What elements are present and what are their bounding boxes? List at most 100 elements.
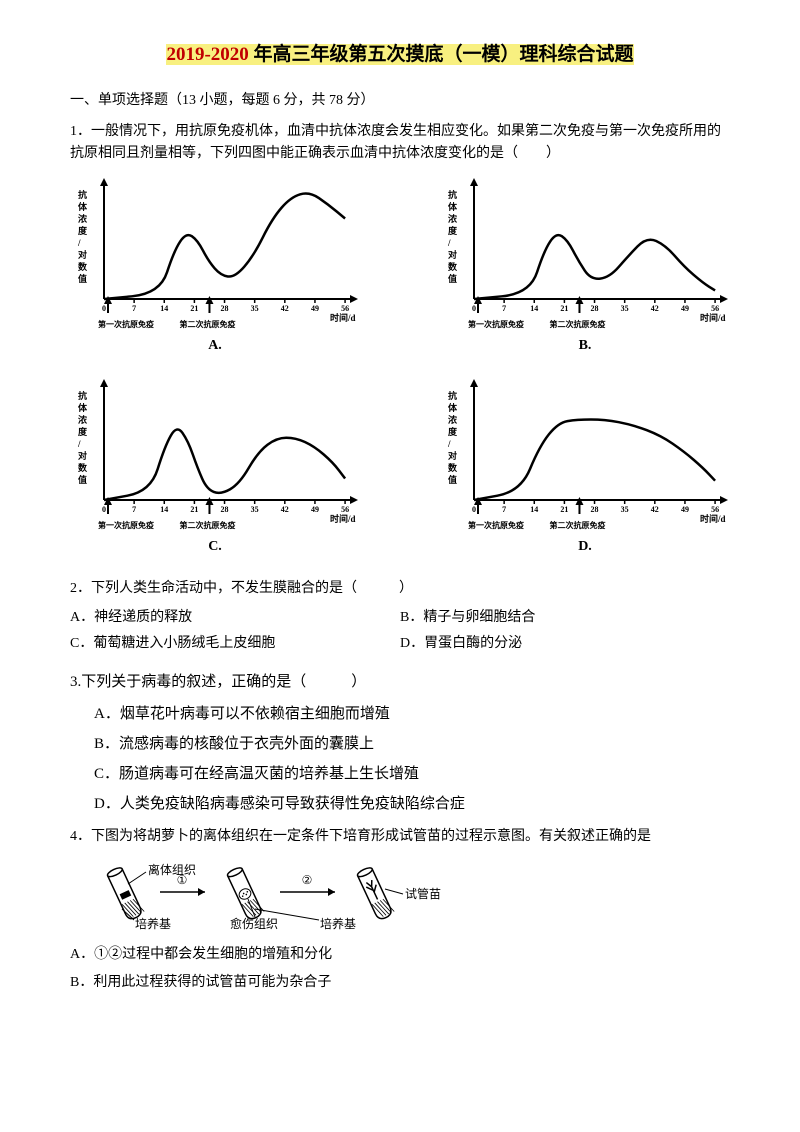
- svg-text:7: 7: [132, 304, 136, 313]
- svg-text:49: 49: [311, 304, 319, 313]
- svg-text:0: 0: [472, 505, 476, 514]
- svg-text:/: /: [447, 238, 451, 248]
- svg-text:培养基: 培养基: [320, 916, 356, 931]
- q4-options: A．①②过程中都会发生细胞的增殖和分化 B．利用此过程获得的试管苗可能为杂合子: [70, 944, 730, 995]
- svg-text:抗: 抗: [448, 189, 457, 200]
- svg-text:14: 14: [530, 505, 538, 514]
- q3-stem: 3.下列关于病毒的叙述，正确的是（ ）: [70, 670, 730, 694]
- q3-opt-B: B．流感病毒的核酸位于衣壳外面的囊膜上: [70, 732, 730, 756]
- svg-text:体: 体: [78, 201, 88, 212]
- svg-text:数: 数: [78, 261, 88, 272]
- svg-text:56: 56: [711, 304, 719, 313]
- svg-text:数: 数: [448, 261, 458, 272]
- svg-text:28: 28: [591, 505, 599, 514]
- svg-text:42: 42: [281, 505, 289, 514]
- svg-text:时间/d: 时间/d: [700, 513, 726, 524]
- svg-text:第二次抗原免疫: 第二次抗原免疫: [549, 520, 605, 530]
- question-1: 1．一般情况下，用抗原免疫机体，血清中抗体浓度会发生相应变化。如果第二次免疫与第…: [70, 121, 730, 559]
- svg-text:14: 14: [160, 505, 168, 514]
- svg-text:0: 0: [472, 304, 476, 313]
- q4-stem: 4．下图为将胡萝卜的离体组织在一定条件下培育形成试管苗的过程示意图。有关叙述正确…: [70, 826, 730, 848]
- svg-text:体: 体: [78, 402, 88, 413]
- q3-opt-A: A．烟草花叶病毒可以不依赖宿主细胞而增殖: [70, 702, 730, 726]
- section-header: 一、单项选择题（13 小题，每题 6 分，共 78 分）: [70, 90, 730, 112]
- svg-text:49: 49: [311, 505, 319, 514]
- q2-stem: 2．下列人类生命活动中，不发生膜融合的是（ ）: [70, 578, 730, 600]
- svg-text:抗: 抗: [78, 390, 87, 401]
- q2-opt-D: D．胃蛋白酶的分泌: [400, 633, 730, 655]
- svg-text:21: 21: [190, 304, 198, 313]
- svg-text:42: 42: [651, 304, 659, 313]
- svg-text:度: 度: [448, 426, 458, 437]
- svg-text:0: 0: [102, 505, 106, 514]
- chart-B-svg: 抗体浓度/对数值0714212835424956时间/d第一次抗原免疫第二次抗原…: [440, 176, 730, 331]
- question-4: 4．下图为将胡萝卜的离体组织在一定条件下培育形成试管苗的过程示意图。有关叙述正确…: [70, 826, 730, 995]
- svg-text:浓: 浓: [78, 213, 88, 224]
- svg-text:第二次抗原免疫: 第二次抗原免疫: [179, 319, 235, 329]
- chart-A-svg: 抗体浓度/对数值0714212835424956时间/d第一次抗原免疫第二次抗原…: [70, 176, 360, 331]
- svg-text:42: 42: [651, 505, 659, 514]
- q1-chart-C: 抗体浓度/对数值0714212835424956时间/d第一次抗原免疫第二次抗原…: [70, 377, 360, 558]
- q2-opt-B: B．精子与卵细胞结合: [400, 607, 730, 629]
- chart-D-label: D.: [440, 536, 730, 558]
- svg-text:56: 56: [341, 304, 349, 313]
- svg-text:浓: 浓: [448, 414, 458, 425]
- svg-text:时间/d: 时间/d: [330, 312, 356, 323]
- q2-options: A．神经递质的释放 B．精子与卵细胞结合 C．葡萄糖进入小肠绒毛上皮细胞 D．胃…: [70, 607, 730, 660]
- q4-opt-B: B．利用此过程获得的试管苗可能为杂合子: [70, 972, 730, 994]
- svg-text:/: /: [447, 439, 451, 449]
- svg-text:第一次抗原免疫: 第一次抗原免疫: [468, 520, 524, 530]
- svg-text:第一次抗原免疫: 第一次抗原免疫: [98, 319, 154, 329]
- svg-text:度: 度: [78, 426, 88, 437]
- svg-text:时间/d: 时间/d: [700, 312, 726, 323]
- title-year: 2019-2020: [166, 44, 253, 65]
- chart-C-svg: 抗体浓度/对数值0714212835424956时间/d第一次抗原免疫第二次抗原…: [70, 377, 360, 532]
- chart-C-label: C.: [70, 536, 360, 558]
- svg-text:体: 体: [448, 201, 458, 212]
- svg-text:值: 值: [78, 273, 87, 284]
- svg-text:值: 值: [78, 474, 87, 485]
- svg-text:培养基: 培养基: [135, 916, 171, 931]
- q4-diagram-svg: ①②离体组织培养基愈伤组织培养基试管苗: [70, 854, 450, 934]
- q1-charts-row-2: 抗体浓度/对数值0714212835424956时间/d第一次抗原免疫第二次抗原…: [70, 377, 730, 558]
- svg-text:对: 对: [448, 450, 457, 461]
- svg-text:第二次抗原免疫: 第二次抗原免疫: [549, 319, 605, 329]
- svg-text:抗: 抗: [448, 390, 457, 401]
- svg-text:49: 49: [681, 505, 689, 514]
- svg-text:21: 21: [560, 505, 568, 514]
- svg-text:数: 数: [78, 462, 88, 473]
- svg-text:21: 21: [190, 505, 198, 514]
- q1-chart-B: 抗体浓度/对数值0714212835424956时间/d第一次抗原免疫第二次抗原…: [440, 176, 730, 357]
- svg-text:/: /: [77, 238, 81, 248]
- chart-A-label: A.: [70, 335, 360, 357]
- svg-text:体: 体: [448, 402, 458, 413]
- svg-text:35: 35: [251, 304, 259, 313]
- svg-text:度: 度: [448, 225, 458, 236]
- q3-opt-D: D．人类免疫缺陷病毒感染可导致获得性免疫缺陷综合症: [70, 792, 730, 816]
- svg-text:对: 对: [448, 249, 457, 260]
- svg-text:35: 35: [251, 505, 259, 514]
- svg-text:值: 值: [448, 474, 457, 485]
- svg-text:28: 28: [221, 505, 229, 514]
- svg-text:28: 28: [221, 304, 229, 313]
- svg-text:浓: 浓: [78, 414, 88, 425]
- chart-B-label: B.: [440, 335, 730, 357]
- page-title: 2019-2020 年高三年级第五次摸底（一模）理科综合试题: [70, 40, 730, 70]
- svg-text:第二次抗原免疫: 第二次抗原免疫: [179, 520, 235, 530]
- svg-text:时间/d: 时间/d: [330, 513, 356, 524]
- question-2: 2．下列人类生命活动中，不发生膜融合的是（ ） A．神经递质的释放 B．精子与卵…: [70, 578, 730, 659]
- svg-text:度: 度: [78, 225, 88, 236]
- svg-text:56: 56: [711, 505, 719, 514]
- svg-text:数: 数: [448, 462, 458, 473]
- q1-chart-A: 抗体浓度/对数值0714212835424956时间/d第一次抗原免疫第二次抗原…: [70, 176, 360, 357]
- svg-text:/: /: [77, 439, 81, 449]
- svg-text:值: 值: [448, 273, 457, 284]
- svg-text:28: 28: [591, 304, 599, 313]
- svg-text:第一次抗原免疫: 第一次抗原免疫: [98, 520, 154, 530]
- svg-text:抗: 抗: [78, 189, 87, 200]
- svg-text:愈伤组织: 愈伤组织: [230, 916, 278, 931]
- q4-diagram: ①②离体组织培养基愈伤组织培养基试管苗: [70, 854, 730, 934]
- svg-text:21: 21: [560, 304, 568, 313]
- q3-options: A．烟草花叶病毒可以不依赖宿主细胞而增殖 B．流感病毒的核酸位于衣壳外面的囊膜上…: [70, 702, 730, 816]
- svg-text:试管苗: 试管苗: [405, 886, 441, 901]
